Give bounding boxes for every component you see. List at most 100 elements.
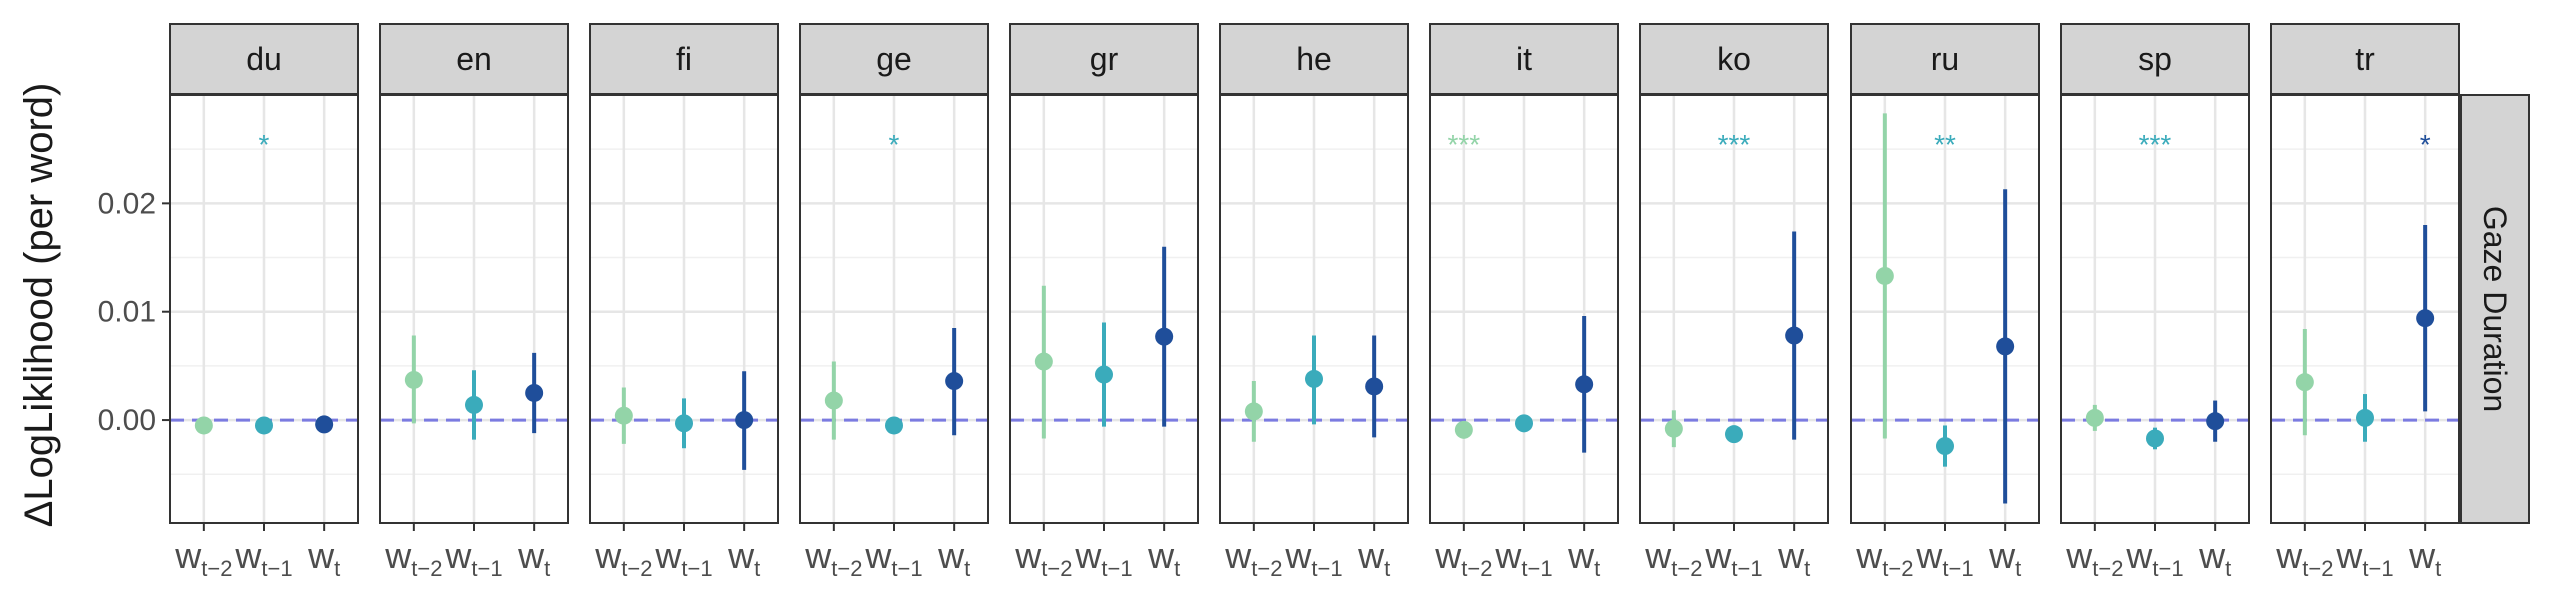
x-tick-label: wt−2 — [1644, 535, 1702, 581]
x-tick-label: wt−1 — [1915, 535, 1973, 581]
facet-strip-label: it — [1516, 41, 1532, 77]
data-point — [675, 414, 693, 433]
x-tick-base: w — [1988, 535, 2016, 576]
x-tick-base: w — [2125, 535, 2153, 576]
x-tick-base: w — [727, 535, 755, 576]
significance-label: * — [259, 129, 270, 160]
data-point — [885, 416, 903, 435]
x-tick-subscript: t−1 — [1942, 556, 1973, 581]
x-tick-subscript: t−2 — [2092, 556, 2123, 581]
x-tick-base: w — [1644, 535, 1672, 576]
x-tick-base: w — [654, 535, 682, 576]
x-tick-base: w — [174, 535, 202, 576]
x-tick-base: w — [234, 535, 262, 576]
x-tick-label: wt — [1777, 535, 1810, 581]
x-tick-label: wt — [1988, 535, 2021, 581]
x-tick-base: w — [517, 535, 545, 576]
data-point — [735, 411, 754, 430]
data-point — [525, 383, 544, 402]
x-tick-label: wt−2 — [384, 535, 442, 581]
data-point — [1365, 377, 1384, 396]
data-point — [1034, 352, 1053, 371]
data-point — [1095, 365, 1113, 384]
x-tick-label: wt−2 — [2065, 535, 2123, 581]
data-point — [1996, 337, 2015, 356]
x-tick-base: w — [2335, 535, 2363, 576]
data-point — [614, 406, 633, 425]
data-point — [2085, 408, 2104, 427]
x-tick-label: wt−1 — [1494, 535, 1552, 581]
x-tick-label: wt−2 — [1855, 535, 1913, 581]
x-tick-base: w — [2065, 535, 2093, 576]
x-tick-subscript: t — [1174, 556, 1180, 581]
facet-strip — [799, 23, 989, 95]
facet-strip-label: en — [456, 41, 492, 77]
x-tick-base: w — [1434, 535, 1462, 576]
data-point — [2206, 412, 2225, 431]
x-tick-subscript: t−1 — [2152, 556, 2183, 581]
x-tick-label: wt−1 — [1704, 535, 1762, 581]
x-tick-subscript: t−2 — [621, 556, 652, 581]
x-tick-label: wt−1 — [864, 535, 922, 581]
facet-strip-label: tr — [2355, 41, 2375, 77]
x-tick-base: w — [1074, 535, 1102, 576]
facet-strip — [1009, 23, 1199, 95]
significance-label: *** — [2139, 129, 2172, 160]
x-tick-subscript: t−2 — [1251, 556, 1282, 581]
data-point — [1244, 402, 1263, 421]
facet-sp: sp***wt−2 wt−1 wt — [2060, 23, 2250, 581]
x-tick-subscript: t−2 — [831, 556, 862, 581]
facet-ru: ru**wt−2 wt−1 wt — [1850, 23, 2040, 581]
x-tick-base: w — [1915, 535, 1943, 576]
x-tick-subscript: t — [334, 556, 340, 581]
x-tick-subscript: t−1 — [2362, 556, 2393, 581]
x-tick-label: wt−2 — [594, 535, 652, 581]
x-tick-label: wt−2 — [174, 535, 232, 581]
row-strip-label: Gaze Duration — [2477, 206, 2513, 412]
facet-strip — [589, 23, 779, 95]
y-tick-label: 0.01 — [98, 296, 156, 329]
data-point — [2356, 408, 2374, 427]
x-tick-label: wt — [2408, 535, 2441, 581]
x-tick-label: wt−2 — [804, 535, 862, 581]
x-tick-label: wt — [727, 535, 760, 581]
facet-strip-label: gr — [1090, 41, 1119, 77]
data-point — [465, 395, 483, 414]
significance-label: *** — [1447, 129, 1480, 160]
x-tick-subscript: t — [2225, 556, 2231, 581]
x-tick-subscript: t — [1804, 556, 1810, 581]
facet-strip — [2270, 23, 2460, 95]
x-tick-label: wt — [307, 535, 340, 581]
x-tick-subscript: t−1 — [1101, 556, 1132, 581]
y-axis-label: ΔLogLiklihood (per word) — [17, 83, 61, 528]
data-point — [1875, 266, 1894, 285]
x-tick-subscript: t−2 — [1461, 556, 1492, 581]
data-point — [2416, 309, 2435, 328]
data-point — [1305, 369, 1323, 388]
facet-ko: ko***wt−2 wt−1 wt — [1639, 23, 1829, 581]
x-tick-base: w — [2198, 535, 2226, 576]
row-facet-strip: Gaze Duration — [2460, 94, 2530, 524]
facet-strip-label: fi — [676, 41, 692, 77]
x-tick-subscript: t−2 — [201, 556, 232, 581]
x-tick-label: wt — [517, 535, 550, 581]
x-tick-base: w — [864, 535, 892, 576]
x-tick-base: w — [1494, 535, 1522, 576]
x-tick-label: wt−2 — [2275, 535, 2333, 581]
x-tick-subscript: t−1 — [1311, 556, 1342, 581]
y-tick-label: 0.02 — [98, 187, 156, 220]
data-point — [315, 415, 334, 434]
data-point — [1936, 437, 1954, 456]
x-tick-base: w — [1284, 535, 1312, 576]
significance-label: *** — [1718, 129, 1751, 160]
x-tick-subscript: t — [1594, 556, 1600, 581]
x-tick-base: w — [1147, 535, 1175, 576]
x-tick-subscript: t−1 — [891, 556, 922, 581]
facet-strip — [169, 23, 359, 95]
data-point — [1785, 326, 1804, 345]
data-point — [1725, 425, 1743, 444]
